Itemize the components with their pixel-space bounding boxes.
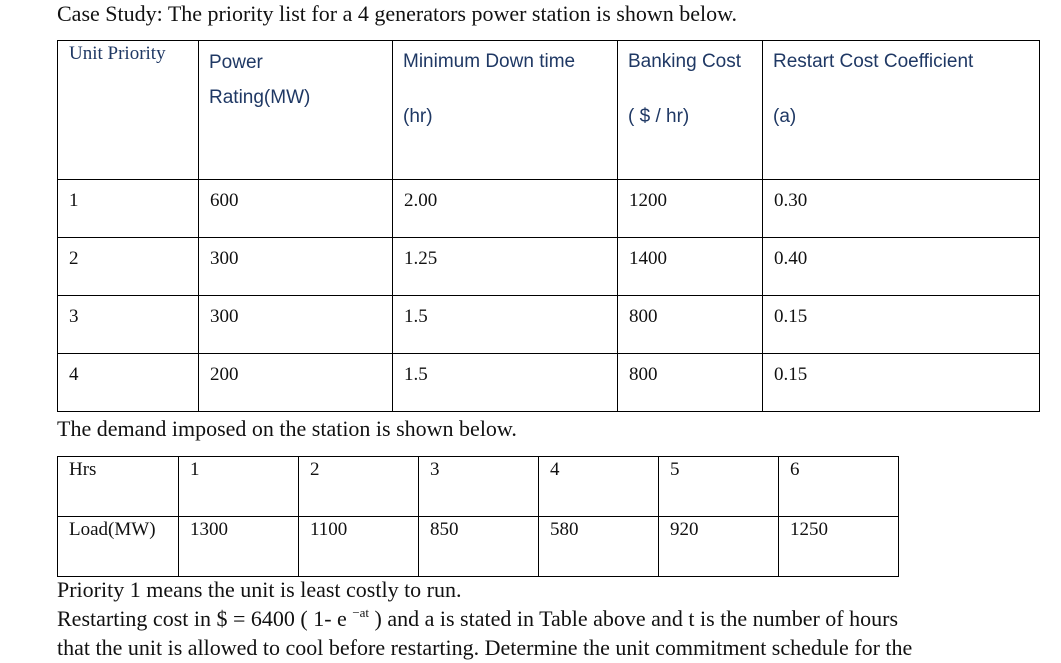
power-value: 300: [210, 306, 239, 327]
cell-banking: 800: [617, 295, 763, 354]
cell-banking: 800: [617, 353, 763, 412]
table-row: 2 300 1.25 1400 0.40: [57, 237, 1040, 296]
cell-unit: 3: [57, 295, 199, 354]
cell-power: 600: [198, 179, 393, 238]
hour-cell: 4: [538, 456, 659, 517]
header-power-unit: Rating(MW): [209, 87, 311, 108]
header-mdt-label: Minimum Down time: [403, 51, 576, 72]
load-cell: 850: [418, 516, 539, 577]
cell-power: 200: [198, 353, 393, 412]
load-cell: 1250: [778, 516, 899, 577]
unit-value: 4: [69, 364, 79, 385]
cell-unit: 4: [57, 353, 199, 412]
cell-coef: 0.40: [762, 237, 1040, 296]
power-value: 300: [210, 248, 239, 269]
header-min-down-time: Minimum Down time (hr): [392, 40, 618, 180]
banking-value: 1400: [629, 248, 667, 269]
footer-line-3: that the unit is allowed to cool before …: [57, 635, 913, 660]
coef-value: 0.40: [774, 248, 808, 269]
power-value: 200: [210, 364, 239, 385]
mdt-value: 2.00: [404, 190, 438, 211]
demand-table: Hrs 1 2 3 4 5 6 Load(MW) 1300 1100 850 5…: [57, 456, 899, 577]
hours-row: Hrs 1 2 3 4 5 6: [57, 456, 899, 517]
coef-value: 0.15: [774, 364, 808, 385]
mdt-value: 1.5: [404, 364, 428, 385]
table-row: 3 300 1.5 800 0.15: [57, 295, 1040, 354]
load-cell: 1100: [298, 516, 419, 577]
cell-power: 300: [198, 237, 393, 296]
header-banking-cost: Banking Cost ( $ / hr): [617, 40, 763, 180]
cell-banking: 1400: [617, 237, 763, 296]
cell-mdt: 1.5: [392, 353, 618, 412]
cell-mdt: 2.00: [392, 179, 618, 238]
cell-mdt: 1.25: [392, 237, 618, 296]
table-header-row: Unit Priority Power Rating(MW) Minimum D…: [57, 40, 1040, 180]
hour-cell: 2: [298, 456, 419, 517]
banking-value: 1200: [629, 190, 667, 211]
cell-unit: 2: [57, 237, 199, 296]
cell-power: 300: [198, 295, 393, 354]
banking-value: 800: [629, 306, 658, 327]
footer-line-2: Restarting cost in $ = 6400 ( 1- e −at )…: [57, 604, 912, 633]
demand-intro-text: The demand imposed on the station is sho…: [57, 416, 517, 441]
cell-mdt: 1.5: [392, 295, 618, 354]
hour-cell: 1: [178, 456, 299, 517]
unit-value: 2: [69, 248, 79, 269]
header-restart-label: Restart Cost Coefficient: [773, 51, 974, 72]
hour-cell: 6: [778, 456, 899, 517]
intro-text: Case Study: The priority list for a 4 ge…: [57, 1, 738, 26]
unit-value: 1: [69, 190, 79, 211]
mdt-value: 1.5: [404, 306, 428, 327]
coef-value: 0.15: [774, 306, 808, 327]
load-cell: 1300: [178, 516, 299, 577]
cell-unit: 1: [57, 179, 199, 238]
header-unit-priority-label: Unit Priority: [69, 43, 166, 64]
footer-line-2-before: Restarting cost in $ = 6400 ( 1- e: [57, 606, 353, 631]
hour-cell: 3: [418, 456, 539, 517]
coef-value: 0.30: [774, 190, 808, 211]
load-row: Load(MW) 1300 1100 850 580 920 1250: [57, 516, 899, 577]
cell-coef: 0.15: [762, 295, 1040, 354]
footer-line-1: Priority 1 means the unit is least costl…: [57, 577, 462, 602]
hour-cell: 5: [658, 456, 779, 517]
header-power-label: Power: [209, 52, 263, 73]
footer-text: Priority 1 means the unit is least costl…: [57, 575, 912, 662]
header-power-rating: Power Rating(MW): [198, 40, 393, 180]
cell-banking: 1200: [617, 179, 763, 238]
header-banking-label: Banking Cost: [628, 51, 742, 72]
footer-line-2-after: ) and a is stated in Table above and t i…: [369, 606, 899, 631]
hrs-label: Hrs: [57, 456, 179, 517]
load-cell: 920: [658, 516, 779, 577]
table-row: 4 200 1.5 800 0.15: [57, 353, 1040, 412]
cell-coef: 0.30: [762, 179, 1040, 238]
header-unit-priority: Unit Priority: [57, 40, 199, 180]
header-banking-unit: ( $ / hr): [628, 106, 690, 127]
header-restart-unit: (a): [773, 106, 797, 127]
banking-value: 800: [629, 364, 658, 385]
exponent: −at: [352, 605, 370, 620]
unit-priority-table: Unit Priority Power Rating(MW) Minimum D…: [57, 40, 1040, 412]
mdt-value: 1.25: [404, 248, 438, 269]
cell-coef: 0.15: [762, 353, 1040, 412]
header-restart-coefficient: Restart Cost Coefficient (a): [762, 40, 1040, 180]
table-row: 1 600 2.00 1200 0.30: [57, 179, 1040, 238]
header-mdt-unit: (hr): [403, 106, 433, 127]
load-cell: 580: [538, 516, 659, 577]
unit-value: 3: [69, 306, 79, 327]
power-value: 600: [210, 190, 239, 211]
load-label: Load(MW): [57, 516, 179, 577]
